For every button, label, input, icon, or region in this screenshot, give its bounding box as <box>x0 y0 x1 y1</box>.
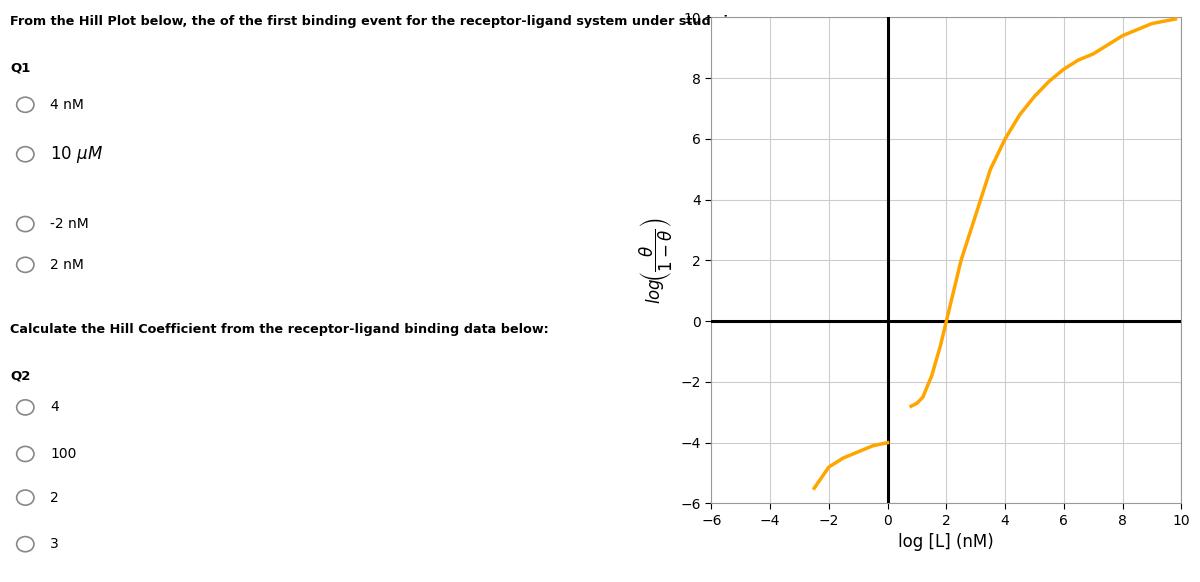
Text: From the Hill Plot below, the of the first binding event for the receptor-ligand: From the Hill Plot below, the of the fir… <box>10 15 740 27</box>
Text: 3: 3 <box>50 537 59 551</box>
Text: 4 nM: 4 nM <box>50 98 84 112</box>
Text: Q1: Q1 <box>10 61 30 74</box>
Text: 4: 4 <box>50 400 59 414</box>
X-axis label: log [L] (nM): log [L] (nM) <box>899 533 995 551</box>
Text: 100: 100 <box>50 447 77 461</box>
Text: Q2: Q2 <box>10 370 30 382</box>
Y-axis label: $log\!\left(\dfrac{\theta}{1-\theta}\right)$: $log\!\left(\dfrac{\theta}{1-\theta}\rig… <box>637 217 674 304</box>
Text: 2 nM: 2 nM <box>50 258 84 272</box>
Text: Calculate the Hill Coefficient from the receptor-ligand binding data below:: Calculate the Hill Coefficient from the … <box>10 323 548 336</box>
Text: 2: 2 <box>50 491 59 505</box>
Text: 10 $\mu\mathit{M}$: 10 $\mu\mathit{M}$ <box>50 144 103 165</box>
Text: -2 nM: -2 nM <box>50 217 89 231</box>
